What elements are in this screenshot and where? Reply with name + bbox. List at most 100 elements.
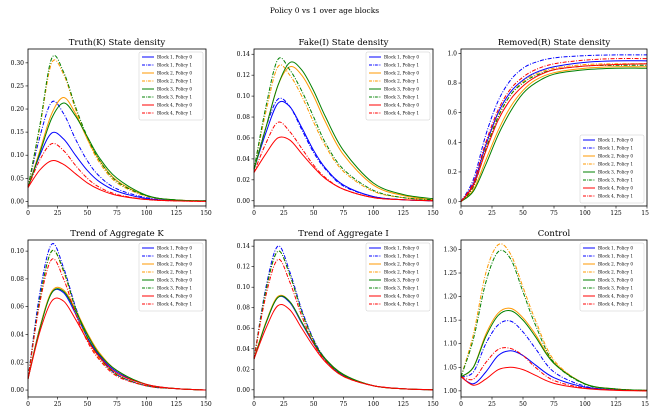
x-tick-label: 50 <box>310 401 318 408</box>
y-tick-label: 0.8 <box>447 80 457 87</box>
x-tick-label: 75 <box>550 401 558 408</box>
legend-label: Block 4, Policy 0 <box>384 294 419 299</box>
legend-label: Block 3, Policy 0 <box>157 87 192 92</box>
legend: Block 1, Policy 0 Block 1, Policy 1 Block … <box>579 242 645 312</box>
x-tick-label: 150 <box>427 210 439 217</box>
x-tick-label: 25 <box>54 210 62 217</box>
y-tick-label: 0.2 <box>447 169 457 176</box>
legend: Block 1, Policy 0 Block 1, Policy 1 Block … <box>365 51 431 121</box>
series-line <box>460 350 648 391</box>
legend-label: Block 3, Policy 0 <box>384 87 419 92</box>
series-line <box>253 136 434 202</box>
legend-label: Block 2, Policy 1 <box>384 79 419 84</box>
legend-label: Block 1, Policy 1 <box>157 254 192 259</box>
y-tick-label: 0.4 <box>447 139 457 146</box>
x-tick-label: 150 <box>641 210 649 217</box>
y-tick-label: 0.0 <box>447 199 457 206</box>
series-line <box>460 66 648 202</box>
y-tick-label: 0.10 <box>237 93 251 100</box>
y-tick-label: 1.0 <box>447 50 457 57</box>
y-tick-label: 1.00 <box>444 388 458 395</box>
y-tick-label: 0.25 <box>11 83 25 90</box>
legend-label: Block 4, Policy 0 <box>598 294 633 299</box>
panel-title: Fake(I) State density <box>299 37 389 48</box>
legend-label: Block 2, Policy 0 <box>384 71 419 76</box>
panel-title: Truth(K) State density <box>69 37 166 48</box>
series-line <box>460 63 648 202</box>
y-tick-label: 0.14 <box>237 243 251 250</box>
y-tick-label: 0.06 <box>237 325 251 332</box>
legend-label: Block 4, Policy 1 <box>157 111 192 116</box>
x-tick-label: 0 <box>26 210 30 217</box>
x-tick-label: 125 <box>171 210 183 217</box>
legend-box <box>579 242 645 312</box>
x-tick-label: 100 <box>579 210 591 217</box>
x-tick-label: 0 <box>252 210 256 217</box>
x-tick-label: 0 <box>459 401 463 408</box>
x-tick-label: 150 <box>641 401 649 408</box>
y-tick-label: 1.10 <box>444 341 458 348</box>
series-line <box>460 320 648 391</box>
x-tick-label: 75 <box>113 210 121 217</box>
y-tick-label: 0.02 <box>11 359 25 366</box>
legend: Block 1, Policy 0 Block 1, Policy 1 Block … <box>579 134 645 204</box>
x-tick-label: 0 <box>252 401 256 408</box>
x-tick-label: 0 <box>26 401 30 408</box>
legend-label: Block 4, Policy 0 <box>157 103 192 108</box>
y-tick-label: 0.02 <box>237 366 251 373</box>
legend-box <box>365 51 431 121</box>
x-tick-label: 25 <box>488 401 496 408</box>
legend-label: Block 3, Policy 0 <box>157 278 192 283</box>
series-line <box>460 54 648 202</box>
legend-label: Block 3, Policy 1 <box>384 95 419 100</box>
panel-title: Trend of Aggregate K <box>70 229 164 239</box>
x-tick-label: 25 <box>54 401 62 408</box>
x-tick-label: 100 <box>141 401 153 408</box>
legend-label: Block 2, Policy 0 <box>598 262 633 267</box>
legend-label: Block 2, Policy 0 <box>384 262 419 267</box>
series-line <box>27 100 207 202</box>
legend-box <box>365 242 431 312</box>
x-tick-label: 100 <box>368 401 380 408</box>
legend: Block 1, Policy 0 Block 1, Policy 1 Block … <box>138 51 204 121</box>
legend-label: Block 3, Policy 0 <box>384 278 419 283</box>
x-tick-label: 125 <box>171 401 183 408</box>
legend-label: Block 2, Policy 0 <box>157 262 192 267</box>
legend-label: Block 3, Policy 1 <box>598 286 633 291</box>
x-tick-label: 125 <box>610 401 622 408</box>
legend-label: Block 1, Policy 0 <box>157 55 192 60</box>
y-tick-label: 0.06 <box>11 304 25 311</box>
legend-label: Block 4, Policy 1 <box>598 302 633 307</box>
y-tick-label: 0.12 <box>237 72 251 79</box>
series-line <box>460 67 648 202</box>
panel-title: Removed(R) State density <box>498 37 611 48</box>
y-tick-label: 0.30 <box>11 60 25 67</box>
y-tick-label: 0.00 <box>237 387 251 394</box>
y-tick-label: 0.15 <box>11 129 25 136</box>
chart-panel-1: Truth(K) State density 0 25 50 75 100 125 150 0.… <box>11 37 212 217</box>
series-line <box>253 61 434 200</box>
legend-box <box>138 51 204 121</box>
legend-label: Block 1, Policy 1 <box>384 63 419 68</box>
chart-panel-2: Fake(I) State density 0 25 50 75 100 125 150 0.0… <box>237 37 439 217</box>
x-tick-label: 150 <box>200 401 212 408</box>
x-tick-label: 50 <box>84 401 92 408</box>
legend: Block 1, Policy 0 Block 1, Policy 1 Block … <box>365 242 431 312</box>
series-line <box>27 55 207 202</box>
legend-label: Block 3, Policy 0 <box>598 170 633 175</box>
legend-label: Block 4, Policy 0 <box>384 103 419 108</box>
legend-label: Block 1, Policy 0 <box>384 246 419 251</box>
series-line <box>253 97 434 202</box>
x-tick-label: 50 <box>519 210 527 217</box>
y-tick-label: 1.05 <box>444 364 458 371</box>
chart-panel-5: Trend of Aggregate I 0 25 50 75 100 125 150 0.00… <box>237 229 439 408</box>
legend-label: Block 3, Policy 1 <box>598 178 633 183</box>
legend-box <box>138 242 204 312</box>
series-line <box>253 258 434 391</box>
x-tick-label: 150 <box>427 401 439 408</box>
legend-label: Block 1, Policy 0 <box>157 246 192 251</box>
x-tick-label: 50 <box>519 401 527 408</box>
y-tick-label: 0.08 <box>237 305 251 312</box>
